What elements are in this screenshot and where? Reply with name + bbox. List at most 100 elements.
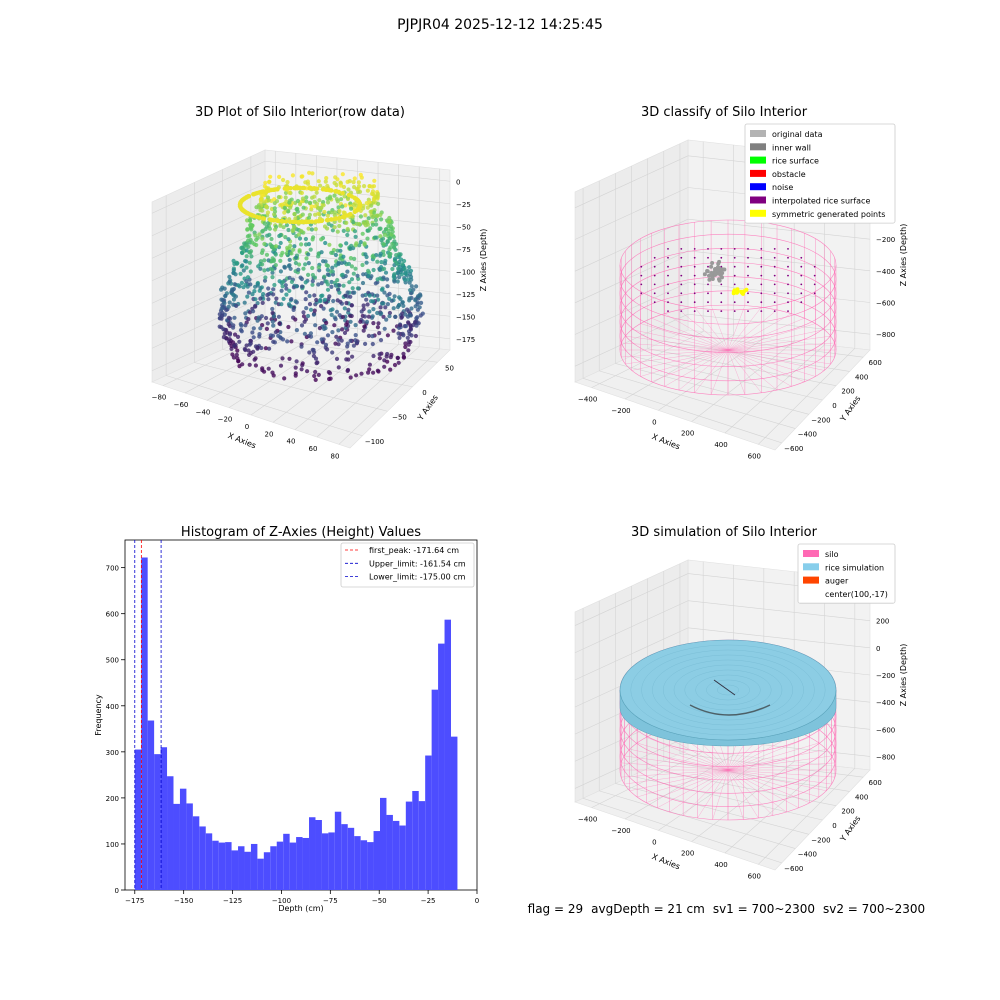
histogram-bar — [450, 736, 458, 890]
histogram-bar — [412, 790, 419, 890]
sv1-readout: sv1 = 700~2300 — [712, 902, 815, 916]
histogram-bar — [444, 619, 451, 890]
cls-xtick-label: 400 — [714, 441, 727, 449]
sim-legend-label: rice simulation — [825, 563, 884, 572]
histogram-bar — [438, 643, 445, 890]
histogram-bar — [367, 842, 374, 890]
sim-auger — [713, 679, 736, 696]
raw-xtick-label: −20 — [218, 416, 233, 424]
histogram-bar — [405, 801, 413, 890]
histogram-bar — [192, 816, 200, 890]
histogram-ytick-label: 700 — [106, 565, 119, 573]
chart-raw-data: 3D Plot of Silo Interior(row data) −80 −60… — [151, 105, 488, 460]
cls-xtick-label: 200 — [681, 430, 694, 438]
histogram-bar — [315, 820, 322, 890]
histogram-bar — [347, 827, 355, 890]
histogram-bar — [263, 852, 271, 890]
cls-legend-swatch — [750, 209, 766, 217]
raw-ytick-label: 50 — [445, 364, 454, 372]
histogram-ytick-label: 100 — [106, 841, 119, 849]
raw-ztick-label: −50 — [456, 223, 471, 231]
cls-ytick-label: 400 — [855, 373, 868, 381]
histogram-legend-label: first_peak: -171.64 cm — [369, 546, 459, 555]
cls-ytick-label: −600 — [784, 445, 803, 453]
histogram-bar — [360, 840, 368, 890]
sim-legend — [797, 543, 896, 604]
raw-xtick-label: 80 — [331, 452, 340, 460]
histogram-bar — [231, 850, 239, 890]
histogram-bar — [392, 820, 400, 890]
chart-simulation-title: 3D simulation of Silo Interior — [631, 525, 818, 540]
raw-floor-pane — [151, 329, 451, 449]
sim-ztick-label: 200 — [876, 618, 889, 626]
histogram-xtick-label: −125 — [223, 897, 242, 905]
histogram-xtick-label: −175 — [125, 897, 144, 905]
sim-ztick-label: 0 — [876, 645, 880, 653]
histogram-bar — [276, 841, 284, 890]
histogram-bar — [373, 831, 380, 890]
histogram-ytick-label: 500 — [106, 657, 119, 665]
raw-ztick-label: −100 — [456, 268, 475, 276]
histogram-bar — [147, 720, 155, 890]
cls-xtick-label: −400 — [578, 396, 597, 404]
histogram-bar — [302, 837, 310, 890]
histogram-xtick-label: −25 — [421, 897, 436, 905]
histogram-bar — [380, 797, 387, 890]
cls-legend-label: rice surface — [772, 157, 819, 166]
cls-legend — [744, 123, 896, 224]
histogram-bar — [418, 801, 426, 890]
histogram-bar — [238, 846, 245, 890]
raw-xtick-label: 60 — [309, 445, 318, 453]
histogram-ytick-label: 400 — [106, 703, 119, 711]
raw-ytick-label: −100 — [365, 438, 384, 446]
raw-xtick-label: −60 — [174, 401, 189, 409]
histogram-bar — [218, 842, 226, 890]
cls-legend-swatch — [750, 143, 766, 151]
sim-legend-swatch — [803, 576, 819, 584]
cls-xtick-label: −200 — [611, 407, 630, 415]
sim-legend-swatch — [803, 589, 819, 597]
cls-legend-label: symmetric generated points — [772, 210, 885, 219]
sim-xtick-label: 400 — [714, 861, 727, 869]
raw-ztick-label: 0 — [456, 178, 460, 186]
status-line: flag = 29 avgDepth = 21 cm sv1 = 700~2300 s… — [520, 888, 933, 916]
histogram-bar — [257, 858, 264, 890]
histogram-bar — [250, 843, 258, 890]
sim-ztick-label: −600 — [876, 726, 895, 734]
histogram-bar — [244, 851, 251, 890]
sim-legend-label: center(100,-17) — [825, 590, 888, 599]
cls-ztick-label: −800 — [876, 331, 895, 339]
histogram-bar — [270, 846, 277, 890]
cls-xtick-label: 600 — [748, 452, 761, 460]
cls-legend-label: interpolated rice surface — [772, 197, 870, 206]
raw-ylabel: Y Axies — [415, 393, 440, 423]
sim-legend-label: silo — [825, 550, 839, 559]
figure-title: PJPJR04 2025-12-12 14:25:45 — [397, 17, 603, 33]
sim-ztick-label: −400 — [876, 699, 895, 707]
raw-ztick-label: −150 — [456, 313, 475, 321]
chart-classify: 3D classify of Silo Interior−400−2000200… — [574, 105, 908, 460]
sim-ytick-label: 0 — [832, 822, 836, 830]
histogram-bar — [309, 817, 316, 890]
histogram-bar — [399, 825, 406, 890]
chart-raw-title: 3D Plot of Silo Interior(row data) — [195, 105, 405, 120]
histogram-ytick-label: 0 — [115, 887, 119, 895]
histogram-bar — [334, 811, 342, 890]
sim-ytick-label: −400 — [798, 851, 817, 859]
raw-xtick-label: −80 — [152, 394, 167, 402]
histogram-bar — [154, 754, 161, 890]
cls-ytick-label: −400 — [798, 431, 817, 439]
histogram-bar — [386, 814, 393, 890]
cls-legend-label: noise — [772, 183, 793, 192]
sim-surface-dip — [689, 704, 771, 716]
sim-legend-swatch — [803, 550, 819, 557]
histogram-bar — [205, 833, 213, 890]
flag-readout: flag = 29 — [527, 902, 584, 916]
cls-ytick-label: 600 — [869, 359, 882, 367]
cls-xlabel: X Axies — [651, 432, 682, 451]
raw-ytick-label: 0 — [422, 389, 426, 397]
chart-simulation: 3D simulation of Silo Interior−400−20002… — [574, 525, 908, 880]
histogram-ytick-label: 600 — [106, 611, 119, 619]
cls-legend-label: inner wall — [772, 143, 811, 152]
histogram-xtick-label: −75 — [323, 897, 338, 905]
